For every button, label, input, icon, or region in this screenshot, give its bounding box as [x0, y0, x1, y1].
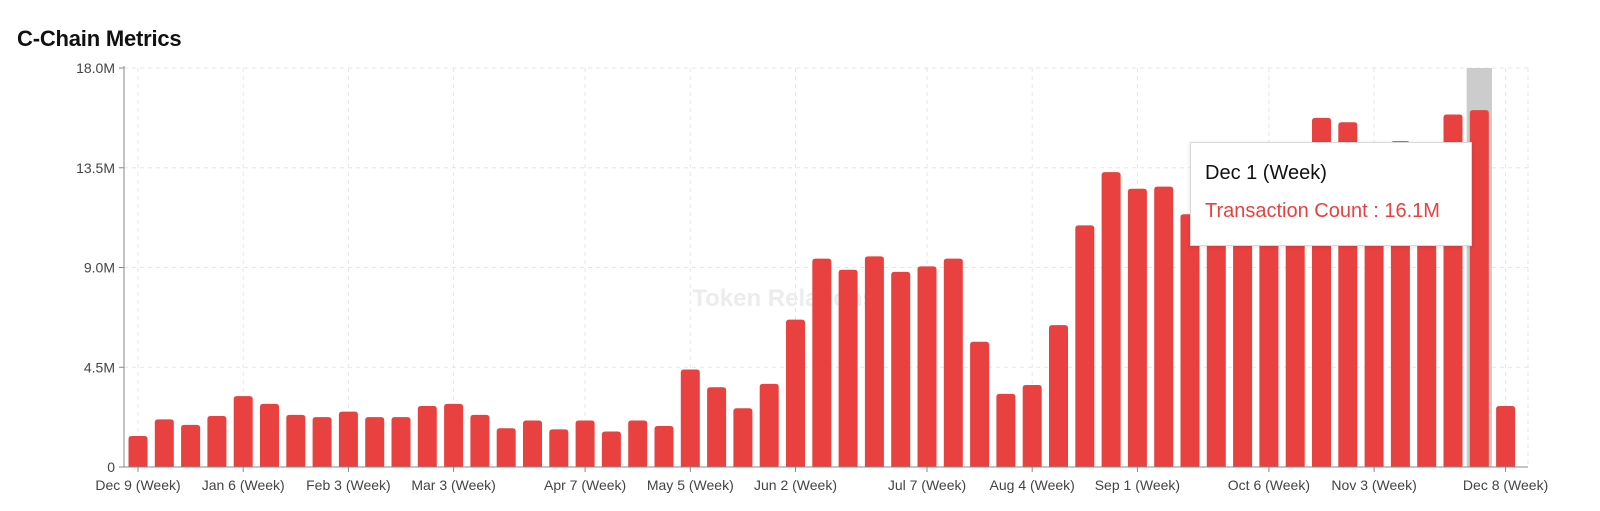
bar [1154, 186, 1174, 467]
x-tick-label: Oct 6 (Week) [1228, 477, 1310, 493]
x-tick-label: Jul 7 (Week) [888, 477, 966, 493]
bar [1075, 225, 1095, 467]
bar [786, 319, 805, 467]
bar [1259, 194, 1279, 467]
bar [680, 369, 700, 467]
x-tick-label: Jun 2 (Week) [754, 477, 837, 493]
y-tick-label: 0 [107, 459, 115, 475]
bar [733, 408, 753, 467]
bar [312, 417, 332, 467]
x-tick-label: Feb 3 (Week) [306, 477, 391, 493]
bar [707, 387, 727, 467]
bar [154, 419, 174, 467]
bar [128, 435, 148, 467]
x-tick-label: Dec 8 (Week) [1463, 477, 1548, 493]
bar [496, 428, 516, 467]
x-tick-label: Jan 6 (Week) [202, 477, 285, 493]
x-tick-label: Sep 1 (Week) [1095, 477, 1180, 493]
x-tick-label: Dec 9 (Week) [95, 477, 180, 493]
bar [365, 417, 385, 467]
bar [970, 341, 990, 467]
bar [470, 414, 490, 467]
bar [1206, 203, 1226, 467]
tooltip-value: 16.1M [1384, 200, 1440, 222]
bar [891, 271, 911, 467]
bar [207, 416, 227, 467]
x-tick-label: Nov 3 (Week) [1331, 477, 1416, 493]
tooltip-value-row: Transaction Count : 16.1M [1205, 200, 1440, 223]
bar [1469, 110, 1489, 467]
bar [444, 403, 464, 467]
x-tick-label: Apr 7 (Week) [544, 477, 626, 493]
bar [1496, 406, 1516, 467]
chart-title: C-Chain Metrics [17, 26, 182, 51]
bar [575, 420, 595, 467]
bar [523, 420, 542, 467]
bar [917, 266, 937, 467]
bar [601, 431, 621, 467]
bar [181, 424, 201, 467]
bar [1233, 197, 1253, 468]
bar [233, 396, 253, 467]
chart-tooltip: Dec 1 (Week) Transaction Count : 16.1M [1190, 142, 1472, 246]
bar [759, 383, 779, 467]
bar [391, 417, 411, 467]
bar [812, 258, 832, 467]
bar [286, 414, 306, 467]
bar [549, 429, 569, 467]
bar [338, 411, 358, 467]
bar [417, 406, 437, 467]
bar [260, 403, 279, 467]
x-tick-label: Mar 3 (Week) [411, 477, 496, 493]
bar [943, 258, 963, 467]
x-tick-label: Aug 4 (Week) [990, 477, 1075, 493]
tooltip-title: Dec 1 (Week) [1205, 162, 1327, 184]
bar [654, 425, 674, 467]
bar [1022, 384, 1042, 467]
y-tick-label: 9.0M [84, 260, 115, 276]
x-tick-label: May 5 (Week) [647, 477, 734, 493]
bar [838, 269, 858, 467]
y-tick-label: 18.0M [76, 60, 115, 76]
bar [864, 256, 884, 467]
bar [1180, 214, 1200, 467]
y-tick-label: 4.5M [84, 359, 115, 375]
bar [1049, 325, 1068, 467]
tooltip-separator: : [1367, 200, 1385, 222]
tooltip-series-label: Transaction Count [1205, 200, 1368, 222]
y-tick-label: 13.5M [76, 160, 115, 176]
bar [996, 393, 1016, 467]
bar [1101, 172, 1121, 467]
bar [1285, 189, 1305, 467]
bar [1127, 188, 1147, 467]
bar [628, 420, 648, 467]
